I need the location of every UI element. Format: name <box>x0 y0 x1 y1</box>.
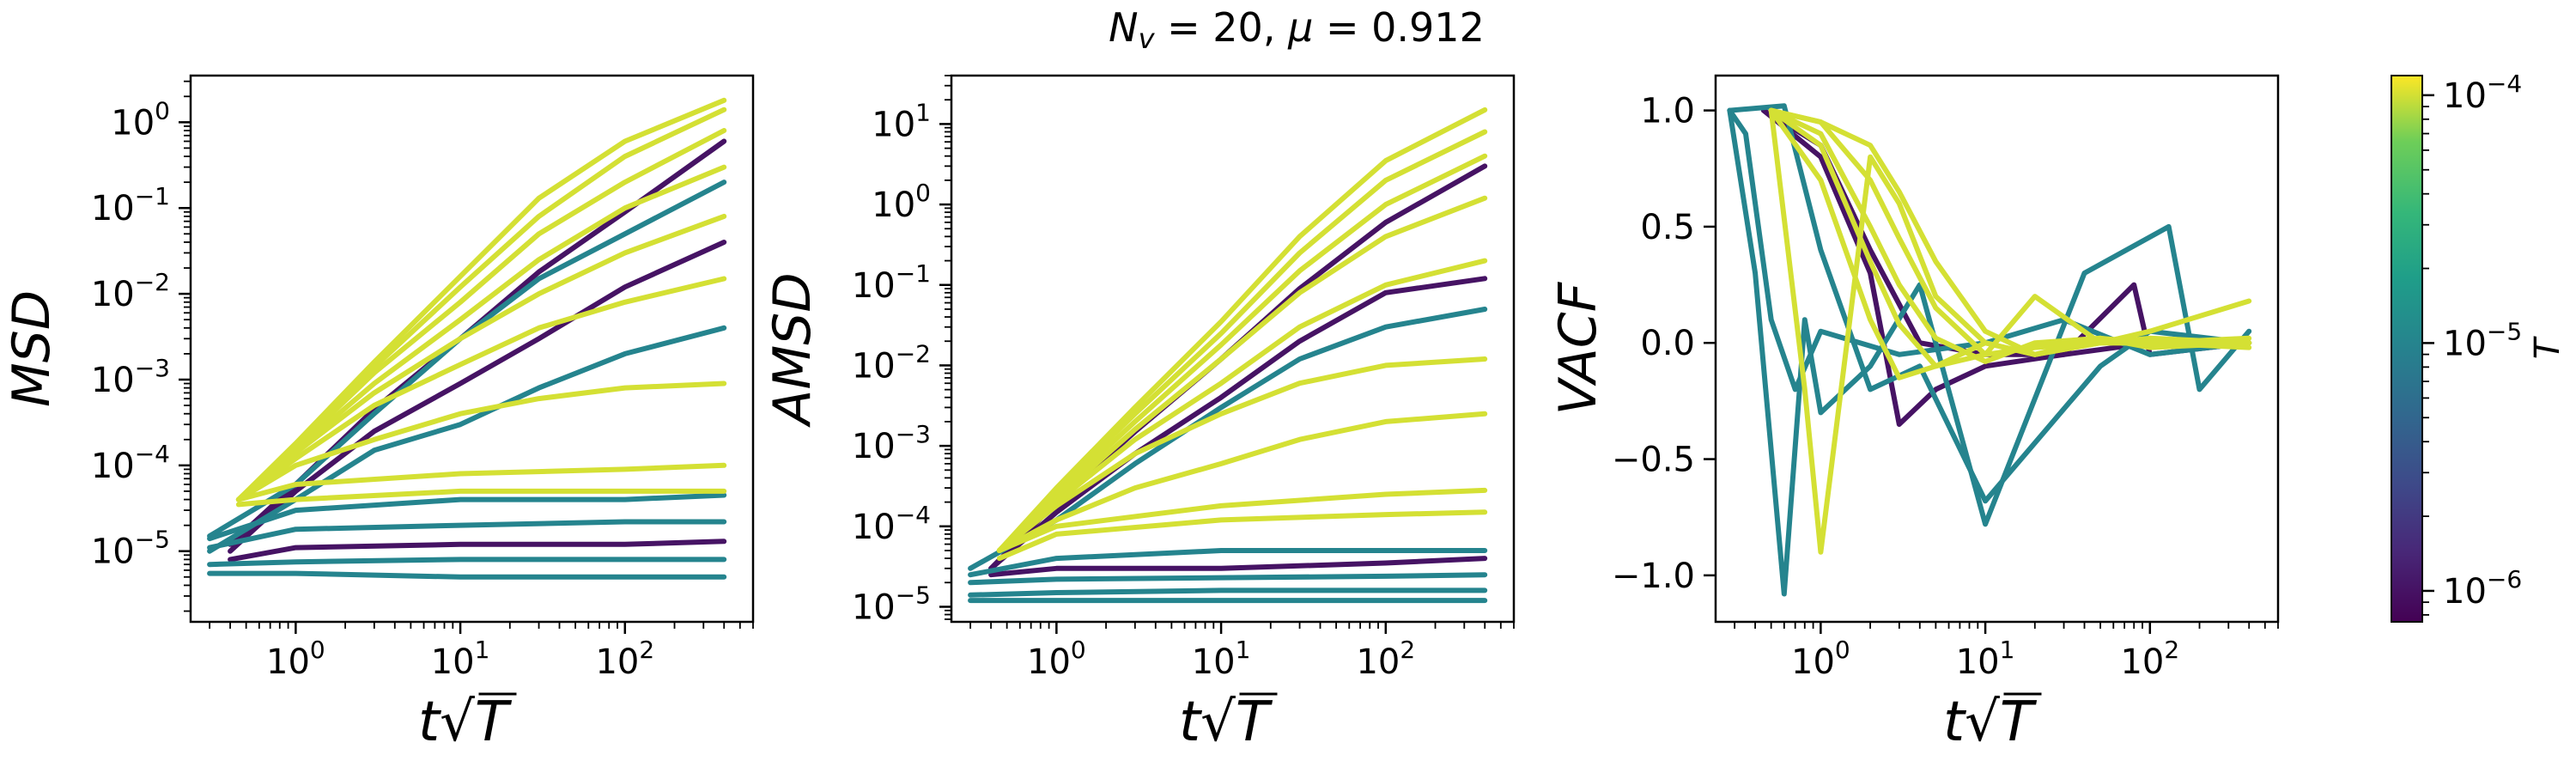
amsd-y-tick-label: 10−3 <box>852 420 931 466</box>
chart-panels: 100 101 10210−510−410−310−210−1100MSDt√T10… <box>2 74 2280 754</box>
vacf-series-line <box>1727 107 2252 597</box>
msd-y-tick-label: 100 <box>111 96 170 143</box>
figure-title: Nv = 20, μ = 0.912 <box>1109 4 1485 55</box>
amsd-series-line <box>996 195 1488 553</box>
amsd-series-line <box>996 509 1488 562</box>
vacf-x-tick-label: 102 <box>2120 636 2179 682</box>
msd-series-line <box>207 557 727 568</box>
amsd-y-tick-label: 101 <box>872 98 931 144</box>
msd-series-line <box>228 240 727 554</box>
msd-series-line <box>235 276 727 502</box>
msd-y-tick-label: 10−2 <box>91 268 170 314</box>
vacf-x-tick-label: 100 <box>1791 636 1850 682</box>
vacf-x-axis-label: t√T <box>1943 691 2038 754</box>
msd-series-line <box>235 462 727 502</box>
colorbar-tick-label: 10−5 <box>2443 317 2522 363</box>
colorbar: 10−6 10−5 10−4 T <box>2391 70 2567 623</box>
msd-series-group <box>207 97 727 580</box>
msd-series-line <box>207 570 727 580</box>
amsd-series-line <box>988 276 1488 571</box>
vacf-y-tick-label: 1.0 <box>1640 92 1695 131</box>
colorbar-tick-label: 10−6 <box>2443 565 2522 612</box>
colorbar-label: T <box>2528 335 2567 359</box>
amsd-y-tick-label: 10−2 <box>852 339 931 386</box>
colorbar-tick-label: 10−4 <box>2443 70 2522 116</box>
amsd-series-line <box>996 129 1488 553</box>
msd-y-axis-label: MSD <box>2 290 62 407</box>
colorbar-gradient <box>2391 75 2423 623</box>
vacf-series-line <box>1768 107 2252 380</box>
msd-series-line <box>207 519 727 551</box>
amsd-x-tick-label: 102 <box>1356 636 1415 682</box>
amsd-y-tick-label: 10−4 <box>852 501 931 547</box>
msd-x-tick-label: 100 <box>266 636 325 682</box>
msd-y-tick-label: 10−4 <box>91 440 170 486</box>
msd-y-tick-label: 10−5 <box>91 526 170 572</box>
amsd-x-tick-label: 101 <box>1192 636 1251 682</box>
amsd-series-line <box>968 548 1488 578</box>
msd-x-axis-label: t√T <box>418 691 513 754</box>
vacf-series-group <box>1727 103 2252 597</box>
amsd-series-line <box>968 572 1488 586</box>
msd-series-line <box>235 380 727 502</box>
amsd-series-group <box>968 107 1488 604</box>
vacf-series-line <box>1768 107 2252 369</box>
vacf-y-tick-label: 0.0 <box>1640 324 1695 363</box>
msd-y-tick-label: 10−1 <box>91 182 170 228</box>
msd-series-line <box>235 128 727 502</box>
amsd-y-tick-label: 10−1 <box>852 259 931 306</box>
vacf-y-tick-label: −1.0 <box>1612 557 1695 596</box>
colorbar-ticks: 10−6 10−5 10−4 <box>2422 70 2522 616</box>
amsd-x-tick-label: 100 <box>1027 636 1086 682</box>
vacf-axes-frame <box>1714 74 2280 624</box>
amsd-axes-frame <box>950 74 1516 624</box>
vacf-series-line <box>1760 107 2252 357</box>
amsd-series-line <box>996 356 1488 553</box>
panel-amsd: 100 101 102 10−5 10−4 10−3 10−2 10−1 100 101 AMSD t… <box>762 74 1516 754</box>
msd-x-tick-label: 101 <box>431 636 490 682</box>
amsd-series-line <box>996 411 1488 553</box>
msd-axes-frame <box>189 74 755 624</box>
amsd-x-axis-label: t√T <box>1179 691 1273 754</box>
msd-series-line <box>228 539 727 563</box>
msd-series-line <box>235 488 727 508</box>
vacf-x-tick-label: 101 <box>1956 636 2015 682</box>
amsd-series-line <box>968 587 1488 598</box>
vacf-series-line <box>1760 107 2252 427</box>
msd-series-line <box>235 213 727 502</box>
amsd-y-tick-label: 100 <box>872 179 931 225</box>
amsd-series-line <box>996 258 1488 553</box>
msd-y-tick-label: 10−3 <box>91 354 170 400</box>
vacf-y-tick-label: −0.5 <box>1612 441 1695 480</box>
panel-vacf: 100 101 102 −1.0 −0.5 0.0 0.5 1.0 VACF t√T <box>1548 74 2280 754</box>
vacf-y-tick-label: 0.5 <box>1640 208 1695 247</box>
amsd-series-line <box>996 487 1488 553</box>
vacf-y-axis-label: VACF <box>1548 281 1608 415</box>
msd-x-tick-label: 102 <box>595 636 654 682</box>
amsd-series-line <box>996 153 1488 553</box>
amsd-y-tick-label: 10−5 <box>852 581 931 627</box>
amsd-series-line <box>988 556 1488 578</box>
amsd-y-axis-label: AMSD <box>762 272 823 428</box>
panel-msd: 100 101 102 10−5 10−4 10−3 10−2 10−1 100 MSD t√T <box>2 74 755 754</box>
